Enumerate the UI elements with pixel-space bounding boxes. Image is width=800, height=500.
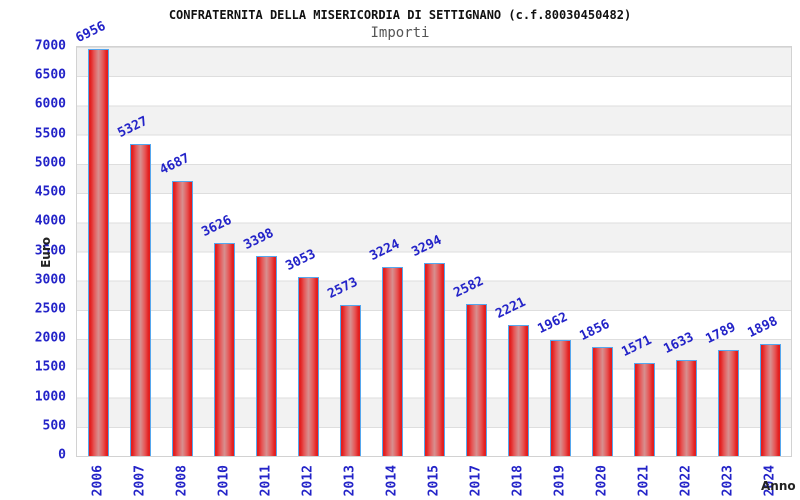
bar-value-label: 1633 [660, 329, 696, 357]
bar-2007: 5327 [115, 114, 151, 456]
bar-2006: 6956 [73, 18, 109, 456]
bar-slot: 2221 2018 [493, 47, 539, 496]
y-tick-label: 7000 [34, 38, 66, 54]
chart-title: CONFRATERNITA DELLA MISERICORDIA DI SETT… [168, 8, 632, 22]
bar-2021: 1571 [619, 333, 655, 456]
x-tick-label: 2008 [174, 465, 190, 497]
bar-slot: 1898 2024 [745, 47, 791, 496]
bar-value-label: 2221 [492, 295, 528, 323]
y-axis-tick-labels: 0 500 1000 1500 2000 2500 3000 3500 4000 4500 5000… [0, 39, 70, 463]
bar-value-label: 6956 [72, 18, 108, 46]
chart-subtitle: Importi [370, 25, 430, 41]
bar-slot: 1633 2022 [661, 47, 707, 496]
bar-slot: 1571 2021 [619, 47, 665, 496]
bar-value-label: 3053 [282, 246, 318, 274]
x-tick-label: 2010 [216, 465, 232, 497]
bar-slot: 5327 2007 [115, 47, 161, 496]
bar-value-label: 2582 [450, 273, 486, 302]
x-tick-label: 2006 [90, 465, 106, 497]
bar-2014: 3224 [367, 236, 403, 456]
bar-slot: 3626 2010 [199, 47, 245, 496]
bar-2019: 1962 [535, 310, 571, 456]
bar-2020: 1856 [577, 316, 613, 456]
y-tick-label: 6500 [34, 67, 66, 83]
bar-slot: 1856 2020 [577, 47, 623, 496]
bar-2022: 1633 [661, 329, 697, 456]
x-axis-title: Anno [761, 479, 796, 493]
y-tick-label: 2000 [34, 330, 66, 346]
bar-2017: 2582 [451, 274, 487, 456]
x-tick-label: 2018 [510, 465, 526, 497]
bar-2012: 3053 [283, 246, 319, 456]
bar-2018: 2221 [493, 295, 529, 456]
bar-slot: 2573 2013 [325, 47, 371, 496]
bar-value-label: 5327 [114, 113, 150, 141]
bar-2024: 1898 [745, 314, 781, 456]
bar-value-label: 3294 [408, 232, 444, 260]
bar-slot: 2582 2017 [451, 47, 497, 496]
bar-value-label: 4687 [156, 150, 192, 179]
plot-area: 6956 2006 5327 2007 4687 2008 3626 2010 3398 2011… [73, 18, 792, 496]
bar-2015: 3294 [409, 232, 445, 456]
bar-slot: 1789 2023 [703, 47, 749, 496]
y-tick-label: 6000 [34, 96, 66, 112]
bar-value-label: 3626 [198, 212, 234, 241]
bar-value-label: 1571 [618, 333, 654, 361]
y-tick-label: 5500 [34, 126, 66, 142]
bar-2008: 4687 [157, 151, 193, 456]
x-tick-label: 2022 [678, 465, 694, 497]
bar-slot: 3053 2012 [283, 47, 329, 496]
y-tick-label: 1500 [34, 359, 66, 375]
x-tick-label: 2007 [132, 465, 148, 497]
bar-value-label: 1856 [576, 316, 612, 344]
bar-slot: 3398 2011 [241, 47, 287, 496]
bar-slot: 4687 2008 [157, 47, 203, 496]
x-tick-label: 2012 [300, 465, 316, 497]
bar-value-label: 1789 [702, 320, 738, 348]
y-tick-label: 500 [42, 418, 66, 434]
bars-container: 6956 2006 5327 2007 4687 2008 3626 2010 3398 2011… [73, 18, 791, 496]
x-tick-label: 2019 [552, 465, 568, 497]
y-tick-label: 0 [58, 447, 66, 463]
y-tick-label: 1000 [34, 389, 66, 405]
bar-slot: 3294 2015 [409, 47, 455, 496]
y-tick-label: 4500 [34, 184, 66, 200]
y-axis-title: Euro [39, 237, 53, 268]
x-tick-label: 2011 [258, 465, 274, 497]
bar-2011: 3398 [241, 226, 277, 456]
bar-2023: 1789 [703, 320, 739, 456]
bar-value-label: 3398 [240, 226, 276, 254]
y-tick-label: 3500 [34, 243, 66, 258]
bar-slot: 6956 2006 [73, 18, 119, 496]
x-tick-label: 2014 [384, 465, 400, 497]
x-tick-label: 2017 [468, 465, 484, 497]
y-tick-label: 3000 [34, 272, 66, 288]
bar-slot: 3224 2014 [367, 47, 413, 496]
x-tick-label: 2013 [342, 465, 358, 497]
bar-value-label: 1962 [534, 310, 570, 338]
bar-2010: 3626 [199, 213, 235, 456]
y-tick-label: 5000 [34, 155, 66, 171]
bar-value-label: 1898 [744, 313, 780, 342]
bar-slot: 1962 2019 [535, 47, 581, 496]
x-tick-label: 2015 [426, 465, 442, 497]
bar-value-label: 2573 [324, 274, 360, 302]
x-tick-label: 2023 [720, 465, 736, 497]
y-tick-label: 4000 [34, 213, 66, 229]
x-tick-label: 2021 [636, 465, 652, 497]
x-tick-label: 2020 [594, 465, 610, 497]
bar-2013: 2573 [325, 274, 361, 456]
bar-value-label: 3224 [366, 236, 402, 264]
y-tick-label: 2500 [34, 301, 66, 317]
